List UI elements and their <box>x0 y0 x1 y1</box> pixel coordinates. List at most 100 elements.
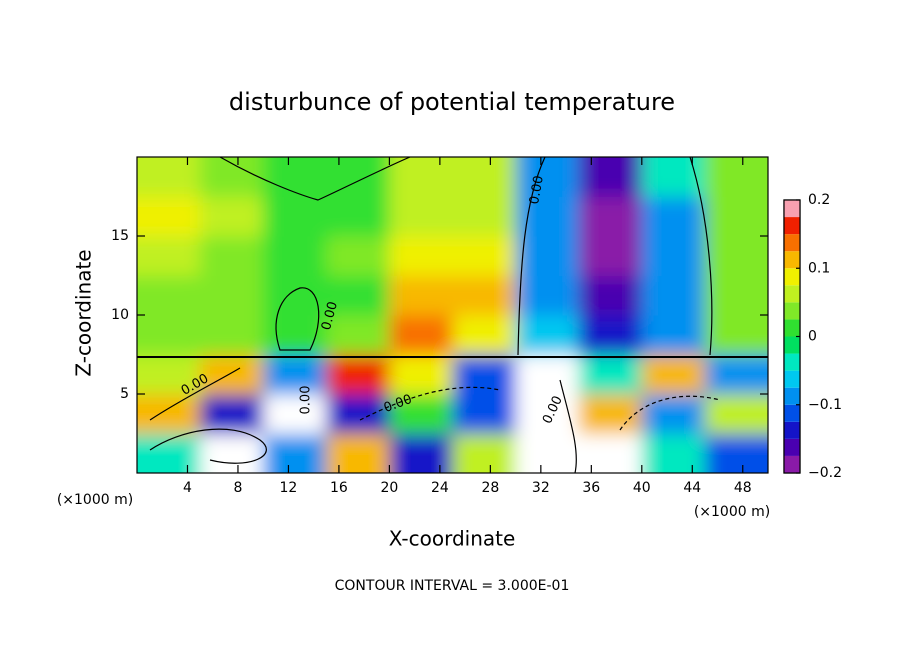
field-cell <box>452 157 517 197</box>
field-cell <box>389 275 453 316</box>
field-cell <box>515 315 580 355</box>
field-cell <box>326 354 390 395</box>
colorbar-swatch <box>784 370 800 388</box>
contour-line <box>359 386 501 421</box>
field-cell <box>704 196 768 237</box>
x-tick-label: 48 <box>734 480 752 496</box>
colorbar-tick-label: −0.1 <box>808 397 842 413</box>
x-unit-left: (×1000 m) <box>57 492 133 508</box>
contour-line <box>149 428 267 464</box>
field-cell <box>641 236 706 276</box>
field-cell <box>263 394 327 434</box>
contour-label: 0.00 <box>319 300 341 332</box>
contour-line <box>517 157 546 356</box>
field-cell <box>263 275 327 316</box>
x-tick-label: 28 <box>481 480 499 496</box>
x-tick-label: 12 <box>280 480 298 496</box>
field-cell <box>389 157 453 197</box>
y-tick-label: 10 <box>111 307 129 323</box>
field-cell <box>326 236 390 276</box>
field-cell <box>452 196 517 237</box>
field-cell <box>200 157 264 197</box>
y-axis-label: Z-coordinate <box>72 249 96 376</box>
contour-line <box>275 287 320 351</box>
field-cell <box>200 196 264 237</box>
x-tick-label: 40 <box>633 480 651 496</box>
field-cell <box>200 236 264 276</box>
field-cell <box>704 275 768 316</box>
colorbar-swatch <box>784 234 800 252</box>
field-cell <box>515 275 580 316</box>
field-cell <box>263 354 327 395</box>
x-tick-label: 8 <box>233 480 242 496</box>
field-cell <box>137 157 201 197</box>
field-cell <box>704 157 768 197</box>
field-cell <box>263 236 327 276</box>
colorbar-swatch <box>784 353 800 371</box>
field <box>137 157 768 473</box>
field-cell <box>704 236 768 276</box>
field-cell <box>263 433 327 473</box>
colorbar-swatch <box>784 251 800 269</box>
footnote: CONTOUR INTERVAL = 3.000E-01 <box>335 578 570 594</box>
x-tick-label: 16 <box>330 480 348 496</box>
field-cell <box>326 433 390 473</box>
field-cell <box>452 394 517 434</box>
field-cell <box>263 196 327 237</box>
field-cell <box>452 354 517 395</box>
colorbar-tick-label: 0 <box>808 329 817 345</box>
colorbar-swatch <box>784 336 800 354</box>
colorbar-tick-label: 0.1 <box>808 260 830 276</box>
field-cell <box>578 157 643 197</box>
x-tick-label: 32 <box>532 480 550 496</box>
x-tick-label: 24 <box>431 480 449 496</box>
field-cell <box>578 433 643 473</box>
colorbar-swatch <box>784 455 800 473</box>
colorbar-swatch <box>784 285 800 303</box>
field-cell <box>326 157 390 197</box>
field-cell <box>704 394 768 434</box>
field-cell <box>200 394 264 434</box>
colorbar-swatch <box>784 268 800 286</box>
field-cell <box>263 157 327 197</box>
field-cell <box>641 196 706 237</box>
field-cell <box>704 433 768 473</box>
x-axis-label: X-coordinate <box>389 527 516 551</box>
field-cell <box>137 196 201 237</box>
x-tick-label: 36 <box>582 480 600 496</box>
colorbar-swatch <box>784 421 800 439</box>
y-tick-label: 15 <box>111 228 129 244</box>
field-cell <box>641 315 706 355</box>
colorbar-swatch <box>784 404 800 422</box>
contour-line <box>219 157 411 201</box>
x-tick-label: 44 <box>683 480 701 496</box>
field-cell <box>389 196 453 237</box>
field-cell <box>137 275 201 316</box>
field-cell <box>515 433 580 473</box>
field-cell <box>389 236 453 276</box>
field-cell <box>641 354 706 395</box>
field-cell <box>452 236 517 276</box>
contour-line <box>619 395 721 431</box>
field-cell <box>704 354 768 395</box>
field-cell <box>641 433 706 473</box>
x-tick-label: 4 <box>183 480 192 496</box>
field-cell <box>389 394 453 434</box>
field-cell <box>389 315 453 355</box>
field-cell <box>452 315 517 355</box>
contour-line <box>689 157 713 356</box>
field-cell <box>137 354 201 395</box>
field-cell <box>641 275 706 316</box>
field-cell <box>578 394 643 434</box>
contour-label: 0.00 <box>299 386 314 415</box>
colorbar-swatch <box>784 302 800 320</box>
colorbar-swatch <box>784 438 800 456</box>
field-cell <box>200 275 264 316</box>
colorbar-swatch <box>784 217 800 235</box>
field-cell <box>515 157 580 197</box>
chart-title: disturbunce of potential temperature <box>229 88 675 116</box>
x-unit-right: (×1000 m) <box>694 504 770 520</box>
colorbar-swatch <box>784 387 800 405</box>
